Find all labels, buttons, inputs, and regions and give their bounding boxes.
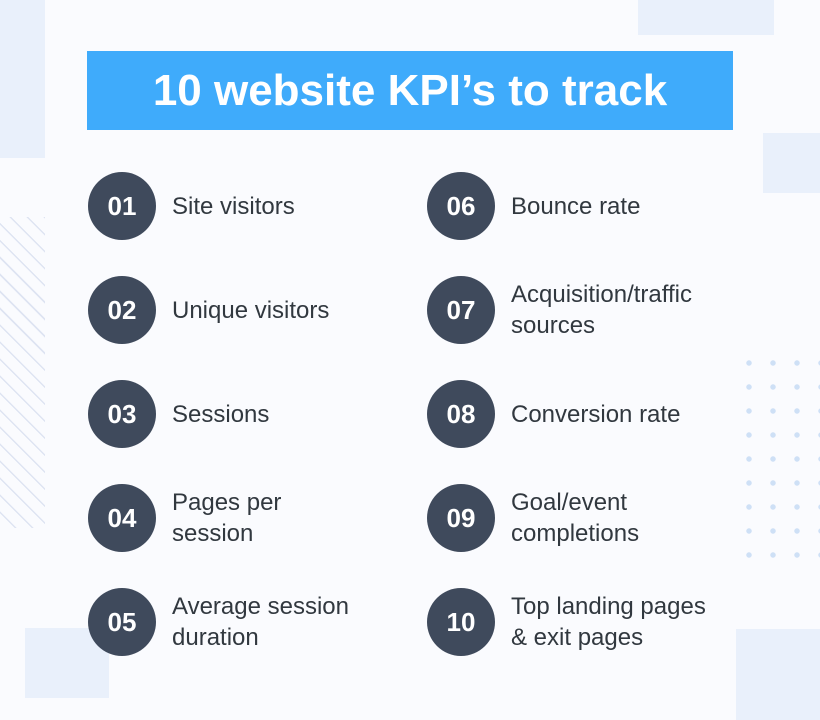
kpi-label: Acquisition/traffic sources <box>511 281 692 339</box>
item-number-badge: 10 <box>427 588 495 656</box>
kpi-number: 01 <box>107 190 137 221</box>
kpi-label: Site visitors <box>172 192 295 220</box>
item-number-badge: 01 <box>88 172 156 240</box>
kpi-number: 09 <box>446 502 476 533</box>
kpi-label: Sessions <box>172 400 270 428</box>
item-number-badge: 08 <box>427 380 495 448</box>
page-title: 10 website KPI’s to track <box>152 65 668 115</box>
kpi-item-05: 05 Average session duration <box>88 588 408 656</box>
kpi-item-03: 03 Sessions <box>88 380 408 448</box>
kpi-item-08: 08 Conversion rate <box>427 380 747 448</box>
kpi-number: 02 <box>107 294 137 325</box>
item-number-badge: 03 <box>88 380 156 448</box>
title-banner: 10 website KPI’s to track <box>87 51 733 130</box>
kpi-number: 04 <box>107 502 137 533</box>
kpi-item-06: 06 Bounce rate <box>427 172 747 240</box>
kpi-number: 06 <box>446 190 476 221</box>
kpi-label: Bounce rate <box>511 192 641 220</box>
item-number-badge: 02 <box>88 276 156 344</box>
item-number-badge: 05 <box>88 588 156 656</box>
item-number-badge: 04 <box>88 484 156 552</box>
item-number-badge: 09 <box>427 484 495 552</box>
kpi-label: Top landing pages & exit pages <box>511 593 706 651</box>
decor-square-top-right <box>638 0 774 35</box>
kpi-number: 10 <box>446 606 476 637</box>
kpi-label: Pages per session <box>172 489 282 547</box>
kpi-label: Goal/event completions <box>511 489 640 547</box>
kpi-number: 03 <box>107 398 137 429</box>
kpi-item-04: 04 Pages per session <box>88 484 408 552</box>
decor-diagonal-stripes <box>0 217 45 528</box>
kpi-item-10: 10 Top landing pages & exit pages <box>427 588 747 656</box>
kpi-item-09: 09 Goal/event completions <box>427 484 747 552</box>
decor-square-top-left <box>0 0 45 158</box>
kpi-number: 05 <box>107 606 137 637</box>
kpi-item-01: 01 Site visitors <box>88 172 408 240</box>
kpi-number: 08 <box>446 398 476 429</box>
kpi-label: Conversion rate <box>511 400 681 428</box>
decor-dot-grid <box>737 351 820 567</box>
item-number-badge: 07 <box>427 276 495 344</box>
item-number-badge: 06 <box>427 172 495 240</box>
kpi-item-02: 02 Unique visitors <box>88 276 408 344</box>
decor-square-bottom-right <box>736 629 820 720</box>
kpi-item-07: 07 Acquisition/traffic sources <box>427 276 747 344</box>
decor-square-right-mid <box>763 133 820 193</box>
kpi-number: 07 <box>446 294 476 325</box>
kpi-label: Average session duration <box>172 593 349 651</box>
kpi-label: Unique visitors <box>172 296 330 324</box>
